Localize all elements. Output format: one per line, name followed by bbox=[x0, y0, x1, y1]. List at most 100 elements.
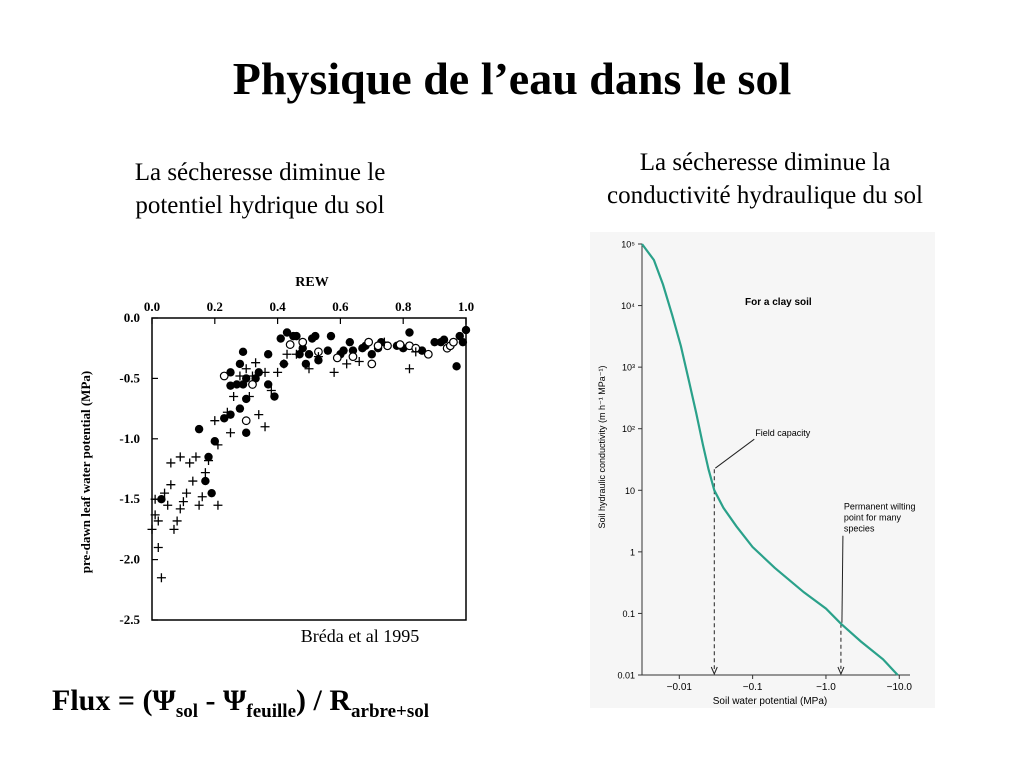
formula-sub-feuille: feuille bbox=[246, 701, 297, 722]
x-tick-label: −0.1 bbox=[743, 682, 763, 693]
plus-point bbox=[260, 367, 270, 377]
filled-circle-point bbox=[282, 328, 292, 337]
plus-point bbox=[354, 356, 364, 366]
plus-point bbox=[197, 492, 207, 502]
filled-circle-point bbox=[304, 350, 314, 359]
x-tick-label: 0.2 bbox=[207, 299, 223, 314]
filled-circle-point bbox=[238, 347, 248, 357]
open-circle-point bbox=[449, 337, 458, 347]
y-tick-label: -0.5 bbox=[119, 370, 140, 385]
annotation-label: point for many bbox=[844, 513, 902, 523]
filled-circle-point bbox=[207, 488, 216, 498]
plus-point bbox=[160, 488, 170, 498]
filled-circle-point bbox=[326, 331, 336, 341]
open-circle-point bbox=[348, 352, 358, 362]
plus-point bbox=[175, 504, 185, 514]
open-circle-point bbox=[332, 353, 342, 363]
filled-circle-point bbox=[298, 344, 307, 353]
plus-point bbox=[304, 364, 314, 374]
filled-circle-point bbox=[226, 368, 235, 377]
filled-circle-point bbox=[348, 346, 358, 355]
right-caption: La sécheresse diminue la conductivité hy… bbox=[540, 146, 990, 212]
plus-point bbox=[163, 500, 173, 510]
plus-point bbox=[379, 337, 389, 347]
filled-circle-point bbox=[323, 346, 333, 355]
y-tick-label: 10² bbox=[622, 424, 635, 434]
plus-point bbox=[226, 428, 235, 438]
filled-circle-point bbox=[439, 335, 449, 344]
plus-point bbox=[147, 524, 157, 534]
conductivity-curve bbox=[641, 243, 899, 676]
filled-circle-point bbox=[232, 380, 241, 389]
y-tick-label: 10³ bbox=[622, 363, 635, 373]
filled-circle-point bbox=[210, 437, 219, 446]
x-tick-label: 0.4 bbox=[269, 299, 286, 314]
annotation-label: Field capacity bbox=[755, 428, 811, 438]
right-caption-line-2: conductivité hydraulique du sol bbox=[607, 182, 923, 209]
plus-point bbox=[150, 494, 160, 504]
plus-point bbox=[291, 349, 301, 359]
formula-sub-arbre-sol: arbre+sol bbox=[351, 701, 430, 722]
plus-point bbox=[251, 358, 261, 368]
plus-point bbox=[150, 510, 160, 520]
plus-point bbox=[411, 347, 421, 357]
plus-point bbox=[241, 364, 251, 374]
plus-point bbox=[210, 416, 220, 426]
open-circle-point bbox=[219, 371, 229, 381]
formula-mid-1: - Ψ bbox=[198, 684, 247, 717]
formula-mid-2: ) / R bbox=[296, 684, 352, 717]
guide-arrowhead bbox=[710, 666, 718, 676]
conductivity-chart: −0.01 −0.1 −1.0 −10.0 10⁵ 10⁴ 10³ 10² 10 1 0.1 0.0… bbox=[590, 232, 935, 708]
x-tick-label: −1.0 bbox=[816, 682, 836, 693]
right-caption-line-1: La sécheresse diminue la bbox=[639, 149, 891, 176]
x-tick-label: 0.8 bbox=[395, 299, 412, 314]
x-tick-label: 0.0 bbox=[144, 299, 160, 314]
plus-point bbox=[204, 456, 214, 466]
x-tick-label: −10.0 bbox=[887, 682, 913, 693]
open-circle-point bbox=[367, 359, 377, 369]
y-tick-label: 10 bbox=[625, 486, 635, 496]
filled-circle-point bbox=[339, 346, 348, 355]
y-tick-label: 0.01 bbox=[617, 671, 635, 681]
x-axis-label: Soil water potential (MPa) bbox=[713, 696, 828, 707]
plot-frame bbox=[151, 317, 467, 621]
filled-circle-point bbox=[292, 331, 301, 341]
plus-point bbox=[153, 543, 163, 553]
plus-point bbox=[404, 364, 414, 374]
filled-circle-point bbox=[254, 368, 263, 377]
x-axis-label: REW bbox=[295, 275, 328, 290]
plus-point bbox=[166, 458, 176, 468]
plus-point bbox=[194, 500, 204, 510]
filled-circle-point bbox=[235, 404, 245, 413]
plus-point bbox=[166, 480, 176, 490]
filled-circle-point bbox=[311, 331, 320, 341]
filled-circle-point bbox=[263, 380, 273, 389]
plus-point bbox=[273, 367, 283, 377]
filled-circle-point bbox=[461, 325, 471, 335]
rew-scatter-chart: 0.0 0.2 0.4 0.6 0.8 1.0 0.0 -0.5 -1.0 -1.5 -2.0 -2… bbox=[78, 275, 474, 627]
y-tick-label: 0.1 bbox=[622, 609, 635, 619]
filled-circle-point bbox=[270, 392, 279, 401]
slide-title: Physique de l’eau dans le sol bbox=[232, 53, 792, 104]
left-caption: La sécheresse diminue le potentiel hydri… bbox=[60, 156, 460, 222]
annotation-label: species bbox=[844, 524, 875, 534]
y-tick-label: 10⁵ bbox=[621, 240, 635, 250]
y-tick-label: 10⁴ bbox=[621, 301, 635, 311]
filled-circle-point bbox=[430, 337, 439, 347]
plus-point bbox=[266, 385, 276, 395]
plus-point bbox=[313, 352, 323, 362]
filled-circle-point bbox=[263, 350, 273, 359]
filled-circle-point bbox=[276, 334, 285, 343]
plus-point bbox=[222, 407, 232, 417]
filled-circle-point bbox=[242, 428, 251, 437]
flux-formula: Flux = (Ψsol - Ψfeuille) / Rarbre+sol bbox=[52, 684, 429, 723]
filled-circle-point bbox=[405, 328, 414, 337]
plus-point bbox=[279, 359, 289, 369]
plus-point bbox=[235, 371, 245, 381]
filled-circle-point bbox=[458, 337, 468, 347]
plus-point bbox=[229, 392, 239, 402]
plus-point bbox=[156, 573, 166, 583]
left-caption-line-2: potentiel hydrique du sol bbox=[135, 192, 385, 219]
guide-arrowhead bbox=[837, 666, 845, 676]
filled-circle-point bbox=[194, 424, 204, 434]
